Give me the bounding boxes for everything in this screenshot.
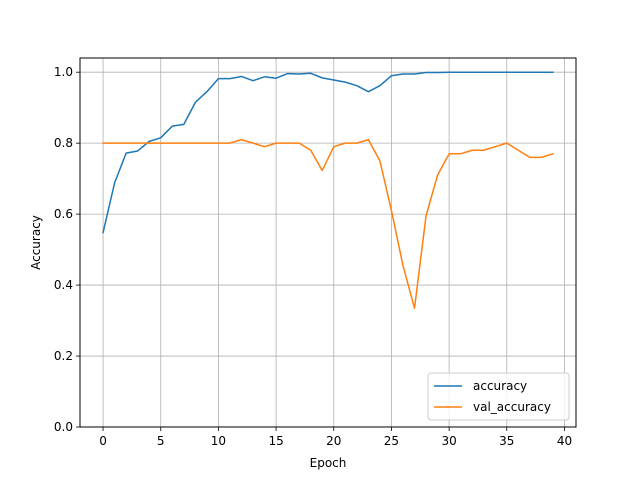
- series-line-val-accuracy: [102, 138, 554, 309]
- x-axis-label: Epoch: [310, 456, 347, 470]
- x-tick-label: 35: [499, 434, 514, 448]
- series-layer: [102, 71, 554, 309]
- y-tick-label: 0.6: [54, 207, 73, 221]
- y-axis-label: Accuracy: [29, 215, 43, 270]
- x-tick-label: 40: [557, 434, 572, 448]
- x-tick-label: 15: [268, 434, 283, 448]
- y-tick-label: 1.0: [54, 65, 73, 79]
- y-tick-label: 0.4: [54, 278, 73, 292]
- legend-label-val-accuracy: val_accuracy: [473, 400, 551, 414]
- series-line-accuracy: [102, 71, 554, 234]
- x-tick-label: 30: [441, 434, 456, 448]
- x-tick-label: 10: [211, 434, 226, 448]
- y-tick-label: 0.8: [54, 136, 73, 150]
- x-tick-label: 5: [157, 434, 165, 448]
- legend-box: [427, 372, 570, 421]
- y-tick-label: 0.0: [54, 420, 73, 434]
- legend-label-accuracy: accuracy: [473, 379, 527, 393]
- legend: accuracy val_accuracy: [427, 372, 570, 421]
- ticks: 0 5 10 15 20 25 30 35 40 0.0 0.2 0.4 0.6 0.8 1.0: [54, 65, 572, 448]
- plot-frame: [79, 57, 577, 428]
- x-tick-label: 0: [99, 434, 107, 448]
- x-tick-label: 20: [326, 434, 341, 448]
- x-tick-label: 25: [384, 434, 399, 448]
- y-tick-label: 0.2: [54, 349, 73, 363]
